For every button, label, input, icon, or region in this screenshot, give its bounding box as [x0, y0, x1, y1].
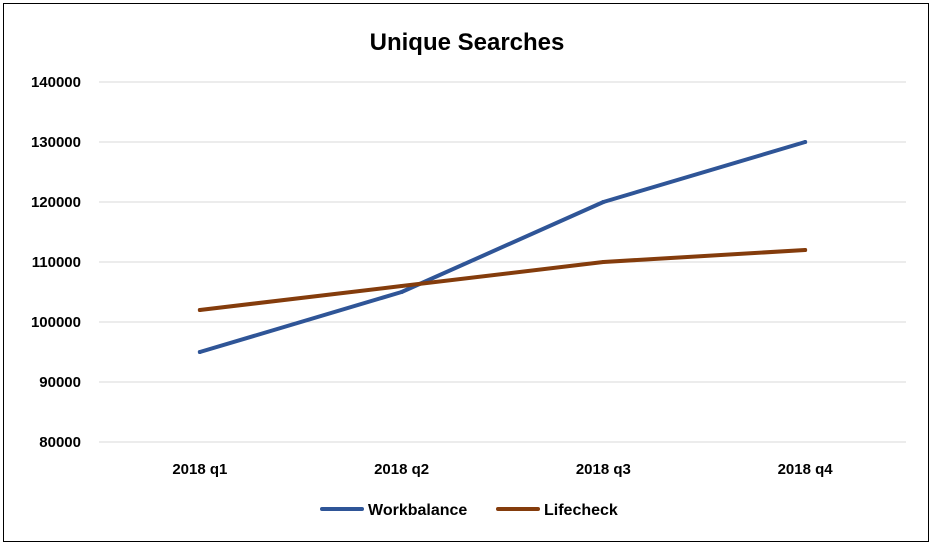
gridlines [99, 81, 906, 443]
x-tick-label: 2018 q4 [778, 461, 834, 478]
x-tick-label: 2018 q2 [374, 461, 429, 478]
data-point-lifecheck [399, 284, 404, 288]
y-tick-label: 80000 [39, 434, 81, 451]
series-line-lifecheck [197, 248, 808, 312]
data-point-workbalance [803, 140, 808, 144]
y-tick-label: 140000 [31, 74, 81, 91]
y-tick-label: 130000 [31, 134, 81, 151]
y-tick-label: 110000 [32, 254, 81, 271]
x-axis-tick-labels: 2018 q1 2018 q2 2018 q3 2018 q4 [172, 461, 833, 478]
chart-frame: Unique Searches 80000 90000 100000 110000 12… [3, 3, 929, 542]
data-point-workbalance [601, 200, 606, 204]
line-chart: Unique Searches 80000 90000 100000 110000 12… [31, 29, 906, 519]
legend-label-lifecheck: Lifecheck [544, 502, 618, 519]
data-point-workbalance [197, 350, 202, 354]
legend-label-workbalance: Workbalance [368, 502, 467, 519]
y-axis-tick-labels: 80000 90000 100000 110000 120000 130000 140000 [31, 74, 81, 451]
x-tick-label: 2018 q1 [172, 461, 227, 478]
data-point-lifecheck [197, 308, 202, 312]
x-tick-label: 2018 q3 [576, 461, 631, 478]
data-point-lifecheck [803, 248, 808, 252]
series-line-workbalance [197, 140, 808, 354]
data-point-workbalance [399, 290, 404, 294]
data-point-lifecheck [601, 260, 606, 264]
y-tick-label: 120000 [31, 194, 81, 211]
y-tick-label: 100000 [31, 314, 81, 331]
chart-title: Unique Searches [370, 29, 565, 56]
legend: Workbalance Lifecheck [320, 502, 618, 519]
series-lines [197, 140, 808, 354]
y-tick-label: 90000 [39, 374, 81, 391]
